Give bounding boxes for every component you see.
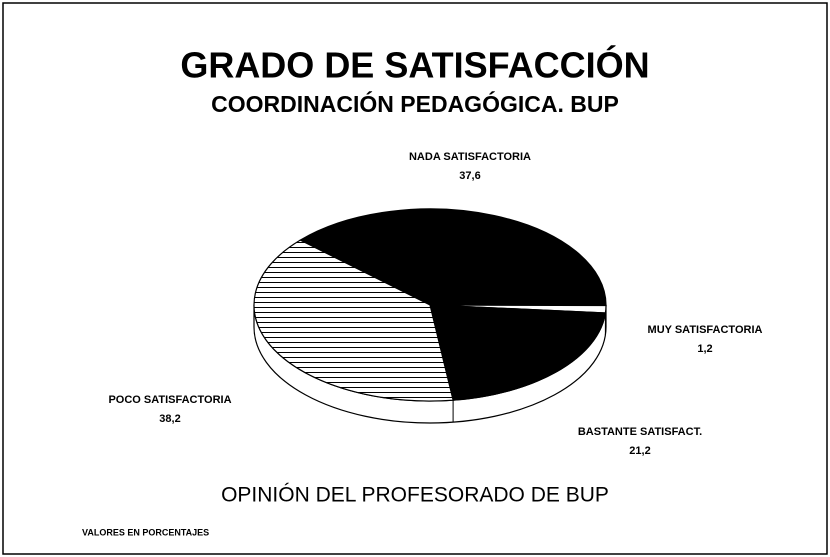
pie-slice: [253, 239, 454, 402]
chart-subtitle: COORDINACIÓN PEDAGÓGICA. BUP: [211, 90, 619, 117]
slice-label: BASTANTE SATISFACT.: [578, 426, 702, 438]
slice-label: POCO SATISFACTORIA: [108, 394, 231, 406]
pie-slice: [298, 208, 607, 307]
value-label: 37,6: [459, 170, 480, 182]
slice-label: NADA SATISFACTORIA: [409, 151, 531, 163]
value-label: 38,2: [159, 413, 180, 425]
pie-slice: [429, 304, 607, 401]
x-axis-label: OPINIÓN DEL PROFESORADO DE BUP: [221, 484, 609, 507]
chart-title: GRADO DE SATISFACCIÓN: [180, 44, 649, 86]
value-label: 1,2: [697, 343, 712, 355]
slice-label: MUY SATISFACTORIA: [648, 324, 763, 336]
value-label: 21,2: [629, 445, 650, 457]
note: VALORES EN PORCENTAJES: [82, 527, 209, 537]
